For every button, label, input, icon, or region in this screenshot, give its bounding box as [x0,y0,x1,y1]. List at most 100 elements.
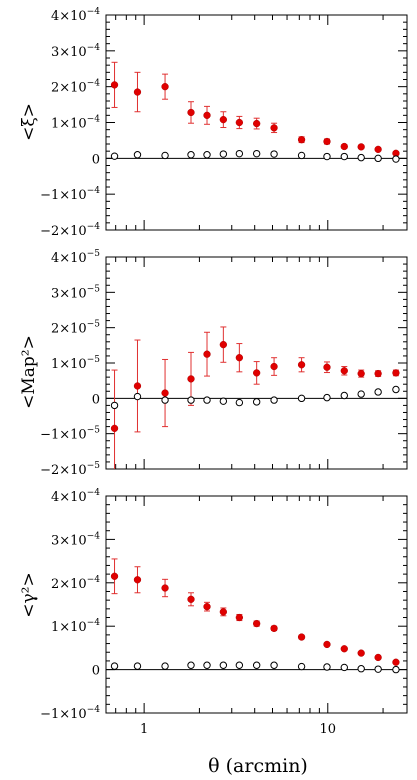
map2-point-measured [187,375,195,383]
gamma2-point-bmode [270,661,278,669]
gamma2-point-measured [203,603,211,611]
gamma2-point-measured [374,653,382,662]
gamma2-point-measured [219,608,227,616]
map2-point-measured [297,361,306,369]
xi-ytick-label: −2×10−4 [40,222,100,239]
gamma2-point-measured [323,640,331,649]
map2-point-bmode [110,401,119,410]
map2-point-bmode [357,390,365,398]
xi-point-measured [340,142,348,151]
gamma2-point-bmode [219,661,228,669]
map2-point-measured [374,369,382,378]
xi-point-measured [270,124,278,132]
gamma2-point-bmode [357,665,365,673]
gamma2-point-measured [253,619,261,628]
map2-point-measured [357,369,365,378]
map2-point-bmode [219,397,228,405]
map2-point-bmode [133,392,142,401]
panel-gamma2: 4×10−4 3×10−4 2×10−4 1×10−4 0 −1×10−4 1 10 [40,488,408,737]
xi-point-measured [110,81,119,89]
xi-point-bmode [270,150,278,158]
map2-ytick-label: −1×10−5 [40,426,100,443]
gamma2-point-bmode [323,663,331,671]
xi-ytick-label: 1×10−4 [51,115,100,132]
map2-point-measured [133,382,142,390]
xi-point-bmode [374,154,382,163]
gamma2-xtick-label: 1 [140,722,148,737]
gamma2-point-measured [297,633,306,641]
xi-ytick-label: 0 [92,152,100,167]
gamma2-frame [105,495,408,714]
map2-point-measured [323,363,331,371]
gamma2-point-bmode [374,665,382,673]
map2-point-measured [253,369,261,377]
gamma2-ytick-label: 3×10−4 [51,531,100,548]
gamma2-point-measured [340,645,348,653]
map2-point-bmode [374,388,382,396]
gamma2-xtick-label: 10 [320,722,337,737]
map2-point-measured [340,367,348,375]
xi-point-bmode [252,149,261,158]
xi-point-bmode [133,151,142,159]
gamma2-point-measured [187,595,195,603]
gamma2-point-measured [392,658,400,666]
map2-point-measured [110,424,119,433]
xi-ytick-label: −1×10−4 [40,186,100,203]
map2-point-bmode [235,398,244,407]
map2-point-bmode [252,398,261,406]
map2-point-measured [270,362,278,371]
gamma2-point-measured [110,572,119,580]
map2-point-bmode [297,394,306,403]
gamma2-point-bmode [187,661,195,669]
map2-point-measured [161,389,169,397]
gamma2-point-measured [357,649,365,657]
map2-point-bmode [270,396,278,404]
gamma2-point-measured [161,584,169,592]
map2-point-bmode [161,396,169,404]
map2-point-measured [235,354,244,362]
gamma2-point-measured [133,576,142,584]
xi-point-measured [253,119,261,128]
map2-point-measured [392,369,400,377]
gamma2-point-bmode [252,661,261,669]
ylabel-gamma2: <γ²> [19,572,39,617]
xi-point-measured [297,136,306,144]
xi-point-measured [203,111,211,119]
map2-point-bmode [323,393,331,402]
xi-point-bmode [110,152,119,160]
xi-point-bmode [203,151,211,159]
map2-point-bmode [340,391,348,400]
map2-ytick-label: −2×10−5 [40,461,100,478]
xi-point-bmode [357,153,365,162]
map2-ytick-label: 1×10−5 [51,355,100,372]
panel-xi: 4×10−4 3×10−4 2×10−4 1×10−4 0 −1×10−4 −2×10−4 [40,7,408,239]
panel-map2: 4×10−5 3×10−5 2×10−5 1×10−5 0 −1×10−5 −2×10−5 [40,249,408,478]
xi-point-measured [357,143,365,151]
xi-point-bmode [235,149,244,158]
xi-point-measured [161,83,169,91]
map2-point-measured [203,350,211,358]
xi-point-measured [219,115,227,124]
gamma2-ytick-label: 4×10−4 [51,488,100,505]
xi-point-bmode [161,151,169,160]
ylabel-map2: <Map²> [19,335,39,409]
xi-point-bmode [219,150,228,158]
gamma2-ytick-label: 2×10−4 [51,575,100,592]
map2-point-bmode [392,385,400,394]
xi-point-bmode [340,152,348,161]
gamma2-point-bmode [161,662,169,670]
xi-point-measured [323,137,331,146]
xi-ytick-label: 2×10−4 [51,79,100,96]
xi-point-measured [235,118,244,127]
gamma2-point-bmode [203,661,211,669]
map2-point-measured [219,340,227,349]
gamma2-ytick-label: 1×10−4 [51,618,100,635]
gamma2-point-bmode [235,661,244,669]
xi-point-measured [133,88,142,96]
gamma2-point-bmode [340,663,348,672]
map2-ytick-label: 4×10−5 [51,249,100,266]
gamma2-point-bmode [297,662,306,671]
xi-ytick-label: 3×10−4 [51,43,100,60]
gamma2-ytick-label: 0 [92,664,100,679]
